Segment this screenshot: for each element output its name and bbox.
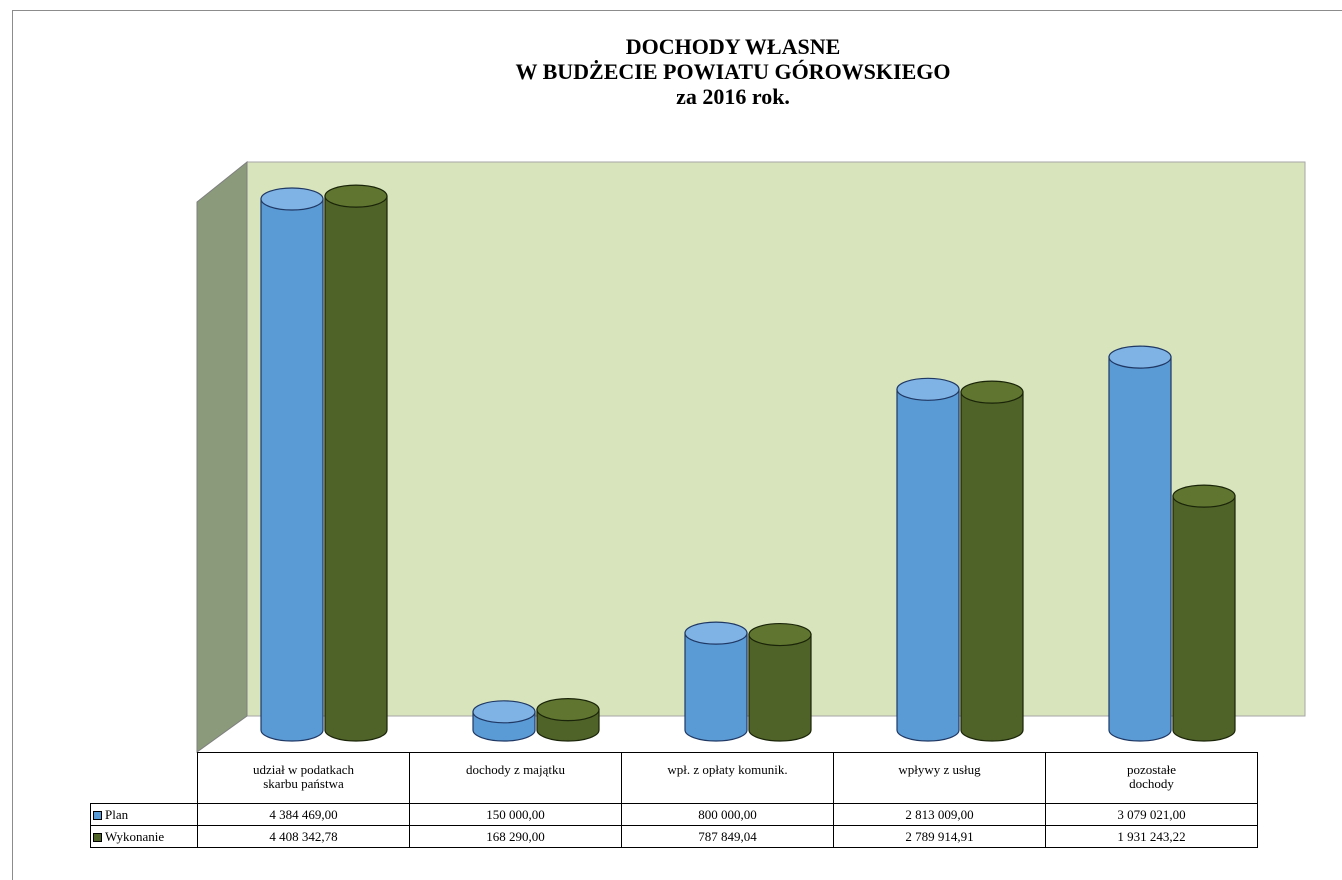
bar-wykonanie-4 — [1172, 484, 1236, 742]
data-label: 150 000,00 — [409, 803, 622, 826]
bar-wykonanie-2 — [748, 622, 812, 742]
legend-plan: Plan — [90, 803, 198, 826]
data-label: 1 931 243,22 — [1045, 825, 1258, 848]
bar-plan-4 — [1108, 345, 1172, 742]
data-label: 4 384 469,00 — [197, 803, 410, 826]
category-label-0: udział w podatkach skarbu państwa — [197, 752, 410, 804]
category-label-3: wpływy z usług — [833, 752, 1046, 804]
data-label: 2 813 009,00 — [833, 803, 1046, 826]
category-label-1: dochody z majątku — [409, 752, 622, 804]
chart-frame — [12, 10, 1342, 880]
bars-group — [260, 184, 1236, 742]
legend-key-plan — [93, 810, 102, 820]
data-label: 168 290,00 — [409, 825, 622, 848]
legend-wykonanie: Wykonanie — [90, 825, 198, 848]
data-label: 800 000,00 — [621, 803, 834, 826]
table-corner — [91, 753, 198, 804]
table-row-plan: Plan 4 384 469,00 150 000,00 800 000,00 … — [90, 803, 1258, 826]
side-wall — [196, 160, 248, 753]
chart-title: DOCHODY WŁASNE W BUDŻECIE POWIATU GÓROWS… — [0, 34, 1342, 109]
table-row-wykonanie: Wykonanie 4 408 342,78 168 290,00 787 84… — [90, 825, 1258, 848]
data-label: 3 079 021,00 — [1045, 803, 1258, 826]
category-label-2: wpł. z opłaty komunik. — [621, 752, 834, 804]
bar-plan-1 — [472, 700, 536, 742]
bar-plan-0 — [260, 187, 324, 742]
data-label: 787 849,04 — [621, 825, 834, 848]
bar-wykonanie-3 — [960, 380, 1024, 742]
title-line-1: DOCHODY WŁASNE — [625, 34, 841, 59]
bar-wykonanie-1 — [536, 698, 600, 742]
bar-plan-3 — [896, 377, 960, 742]
bar-wykonanie-0 — [324, 184, 388, 742]
category-row: udział w podatkach skarbu państwa dochody… — [91, 752, 1258, 804]
data-table: udział w podatkach skarbu państwa dochody… — [90, 752, 1258, 848]
title-line-2: W BUDŻECIE POWIATU GÓROWSKIEGO — [515, 59, 951, 84]
data-label: 4 408 342,78 — [197, 825, 410, 848]
data-label: 2 789 914,91 — [833, 825, 1046, 848]
title-line-3: za 2016 rok. — [676, 84, 790, 109]
category-label-4: pozostałe dochody — [1045, 752, 1258, 804]
legend-key-wykonanie — [93, 832, 102, 842]
bar-plan-2 — [684, 621, 748, 742]
